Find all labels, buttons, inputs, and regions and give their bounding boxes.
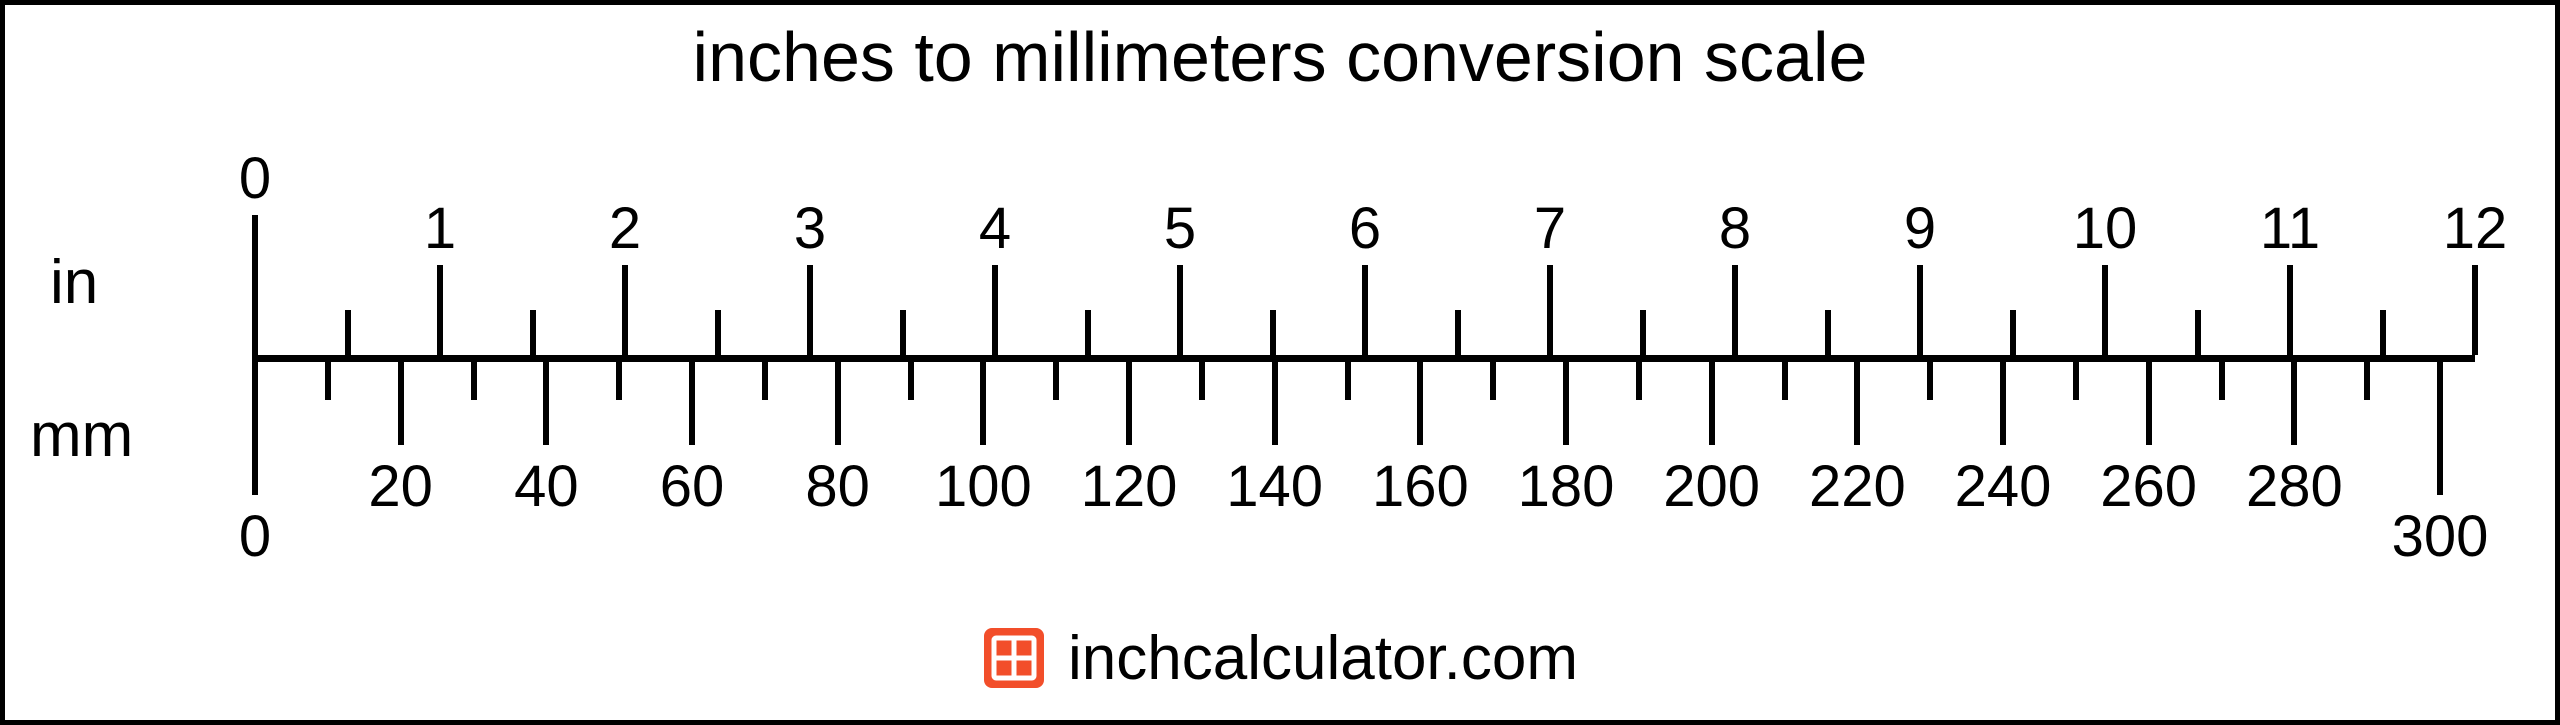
- tick-inch-minor: [1455, 310, 1461, 355]
- tick-mm-minor: [1490, 355, 1496, 400]
- tick-inch-minor: [2380, 310, 2386, 355]
- tick-mm-major: [1272, 355, 1278, 445]
- label-inch: 5: [1164, 195, 1196, 262]
- tick-mm-minor: [2364, 355, 2370, 400]
- tick-inch-minor: [715, 310, 721, 355]
- label-inch: 6: [1349, 195, 1381, 262]
- ruler-scale: in mm 0123456789101112 02040608010012014…: [5, 165, 2555, 545]
- tick-mm-major: [1126, 355, 1132, 445]
- label-inch: 3: [794, 195, 826, 262]
- tick-mm-minor: [2073, 355, 2079, 400]
- tick-inch-minor: [530, 310, 536, 355]
- label-inch: 12: [2443, 195, 2508, 262]
- tick-mm-major: [2146, 355, 2152, 445]
- tick-mm-minor: [1053, 355, 1059, 400]
- tick-inch-major: [2102, 265, 2108, 355]
- tick-mm-major: [2291, 355, 2297, 445]
- chart-title: inches to millimeters conversion scale: [5, 17, 2555, 97]
- tick-mm-major: [543, 355, 549, 445]
- label-mm: 140: [1226, 453, 1323, 520]
- tick-mm-major: [1709, 355, 1715, 445]
- tick-mm-major: [2000, 355, 2006, 445]
- tick-mm-major: [835, 355, 841, 445]
- tick-mm-minor: [1345, 355, 1351, 400]
- tick-inch-major: [1917, 265, 1923, 355]
- tick-inch-minor: [2195, 310, 2201, 355]
- label-mm: 180: [1518, 453, 1615, 520]
- footer-attribution: inchcalculator.com: [5, 623, 2555, 696]
- label-mm: 280: [2246, 453, 2343, 520]
- tick-mm-minor: [762, 355, 768, 400]
- tick-inch-major: [2287, 265, 2293, 355]
- tick-inch-minor: [1270, 310, 1276, 355]
- tick-inch-minor: [1640, 310, 1646, 355]
- label-inch: 4: [979, 195, 1011, 262]
- label-mm: 300: [2392, 503, 2489, 570]
- tick-mm-minor: [1199, 355, 1205, 400]
- tick-inch-major: [437, 265, 443, 355]
- label-mm: 100: [935, 453, 1032, 520]
- label-mm: 120: [1081, 453, 1178, 520]
- tick-inch-major: [807, 265, 813, 355]
- label-mm: 200: [1663, 453, 1760, 520]
- label-mm: 40: [514, 453, 579, 520]
- label-mm: 240: [1955, 453, 2052, 520]
- label-inch: 9: [1904, 195, 1936, 262]
- tick-mm-end: [252, 355, 258, 495]
- label-inch: 0: [239, 145, 271, 212]
- footer-text: inchcalculator.com: [1068, 623, 1578, 694]
- tick-inch-minor: [2010, 310, 2016, 355]
- tick-inch-major: [1177, 265, 1183, 355]
- tick-mm-major: [1417, 355, 1423, 445]
- tick-mm-minor: [1782, 355, 1788, 400]
- tick-mm-minor: [616, 355, 622, 400]
- label-mm: 260: [2100, 453, 2197, 520]
- tick-inch-major: [1732, 265, 1738, 355]
- tick-inch-zero: [252, 215, 258, 355]
- tick-inch-major: [992, 265, 998, 355]
- label-mm: 160: [1372, 453, 1469, 520]
- tick-mm-end: [2437, 355, 2443, 495]
- label-mm: 0: [239, 503, 271, 570]
- tick-mm-major: [1563, 355, 1569, 445]
- tick-mm-minor: [1927, 355, 1933, 400]
- tick-inch-minor: [900, 310, 906, 355]
- label-inch: 1: [424, 195, 456, 262]
- tick-mm-major: [398, 355, 404, 445]
- label-mm: 220: [1809, 453, 1906, 520]
- label-inch: 7: [1534, 195, 1566, 262]
- tick-inch-major: [1362, 265, 1368, 355]
- tick-mm-minor: [325, 355, 331, 400]
- tick-inch-minor: [1825, 310, 1831, 355]
- label-inch: 10: [2073, 195, 2138, 262]
- tick-inch-minor: [1085, 310, 1091, 355]
- ruler-baseline: [255, 355, 2475, 362]
- calculator-icon: [982, 626, 1046, 690]
- unit-label-mm: mm: [30, 400, 133, 471]
- tick-mm-major: [689, 355, 695, 445]
- label-inch: 11: [2260, 195, 2320, 262]
- tick-mm-major: [980, 355, 986, 445]
- tick-mm-major: [1854, 355, 1860, 445]
- label-mm: 20: [368, 453, 433, 520]
- unit-label-inches: in: [50, 247, 98, 318]
- tick-mm-minor: [908, 355, 914, 400]
- tick-mm-minor: [471, 355, 477, 400]
- tick-mm-minor: [1636, 355, 1642, 400]
- conversion-scale-card: inches to millimeters conversion scale i…: [0, 0, 2560, 725]
- tick-inch-major: [1547, 265, 1553, 355]
- tick-mm-minor: [2219, 355, 2225, 400]
- label-inch: 8: [1719, 195, 1751, 262]
- tick-inch-minor: [345, 310, 351, 355]
- label-mm: 60: [660, 453, 725, 520]
- tick-inch-major: [2472, 265, 2478, 355]
- label-inch: 2: [609, 195, 641, 262]
- tick-inch-major: [622, 265, 628, 355]
- label-mm: 80: [805, 453, 870, 520]
